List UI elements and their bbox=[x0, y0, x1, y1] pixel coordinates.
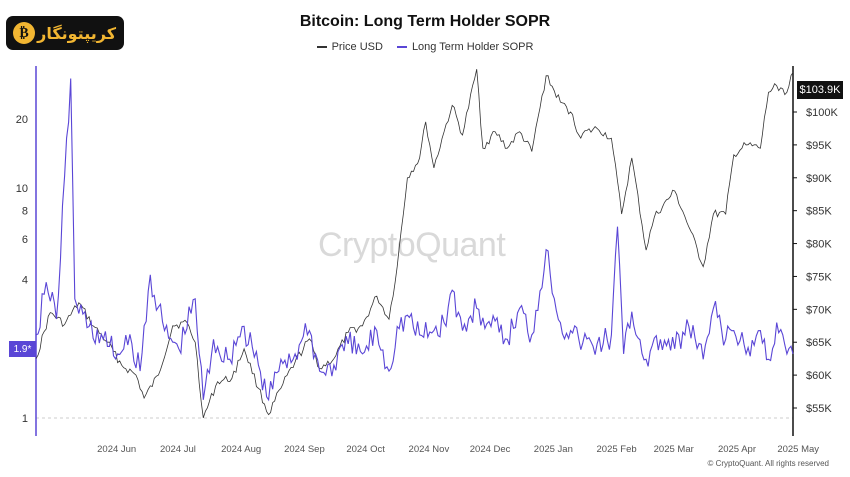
current-price-label: $103.9K bbox=[797, 81, 843, 99]
x-tick-label: 2024 Dec bbox=[470, 444, 511, 455]
price-usd-line bbox=[35, 69, 794, 419]
y-right-tick-label: $95K bbox=[806, 140, 832, 152]
cryptonegar-logo: ₿ کریپتونگار bbox=[6, 16, 124, 50]
x-tick-label: 2025 Apr bbox=[718, 444, 756, 455]
y-right-tick-label: $90K bbox=[806, 173, 832, 185]
y-left-tick-label: 6 bbox=[22, 234, 28, 246]
x-tick-label: 2024 Oct bbox=[346, 444, 385, 455]
y-right-tick-label: $55K bbox=[806, 403, 832, 415]
x-tick-label: 2024 Jun bbox=[97, 444, 136, 455]
y-left-tick-label: 20 bbox=[16, 114, 28, 126]
y-left-tick-label: 1 bbox=[22, 413, 28, 425]
sopr-series-layer bbox=[35, 78, 794, 402]
legend-item-sopr[interactable]: Long Term Holder SOPR bbox=[396, 41, 534, 53]
y-right-tick-label: $80K bbox=[806, 239, 832, 251]
copyright-text: © CryptoQuant. All rights reserved bbox=[707, 459, 830, 468]
legend-swatch-price bbox=[316, 46, 327, 48]
logo-text: کریپتونگار bbox=[37, 23, 116, 43]
x-tick-label: 2024 Jul bbox=[160, 444, 196, 455]
current-sopr-label: 1.9* bbox=[9, 341, 36, 357]
y-left-tick-label: 4 bbox=[22, 275, 28, 287]
y-left-tick-label: 10 bbox=[16, 183, 28, 195]
chart-title: Bitcoin: Long Term Holder SOPR bbox=[299, 13, 551, 30]
legend-label-sopr: Long Term Holder SOPR bbox=[411, 41, 534, 53]
axis-layer: 1 4 6 8 10 20 $55K $60K $65K $70K $75K $80K $85K $90K… bbox=[16, 66, 838, 455]
chart-legend: Price USD Long Term Holder SOPR bbox=[0, 41, 850, 53]
x-tick-label: 2024 Sep bbox=[284, 444, 325, 455]
x-tick-label: 2025 May bbox=[777, 444, 819, 455]
price-series-layer bbox=[35, 69, 794, 419]
y-right-tick-label: $65K bbox=[806, 337, 832, 349]
watermark: CryptoQuant bbox=[318, 226, 506, 264]
x-tick-label: 2024 Aug bbox=[221, 444, 261, 455]
y-right-tick-label: $70K bbox=[806, 304, 832, 316]
y-right-tick-label: $60K bbox=[806, 370, 832, 382]
bitcoin-coin-icon: ₿ bbox=[13, 22, 35, 44]
x-tick-label: 2024 Nov bbox=[409, 444, 450, 455]
y-left-tick-label: 8 bbox=[22, 205, 28, 217]
y-right-tick-label: $100K bbox=[806, 107, 838, 119]
y-right-tick-label: $75K bbox=[806, 271, 832, 283]
legend-item-price[interactable]: Price USD bbox=[316, 41, 383, 53]
x-tick-label: 2025 Jan bbox=[534, 444, 573, 455]
lth-sopr-line bbox=[35, 78, 794, 402]
y-right-tick-label: $85K bbox=[806, 206, 832, 218]
legend-swatch-sopr bbox=[396, 46, 407, 48]
legend-label-price: Price USD bbox=[331, 41, 383, 53]
x-tick-label: 2025 Feb bbox=[597, 444, 637, 455]
x-tick-label: 2025 Mar bbox=[654, 444, 694, 455]
